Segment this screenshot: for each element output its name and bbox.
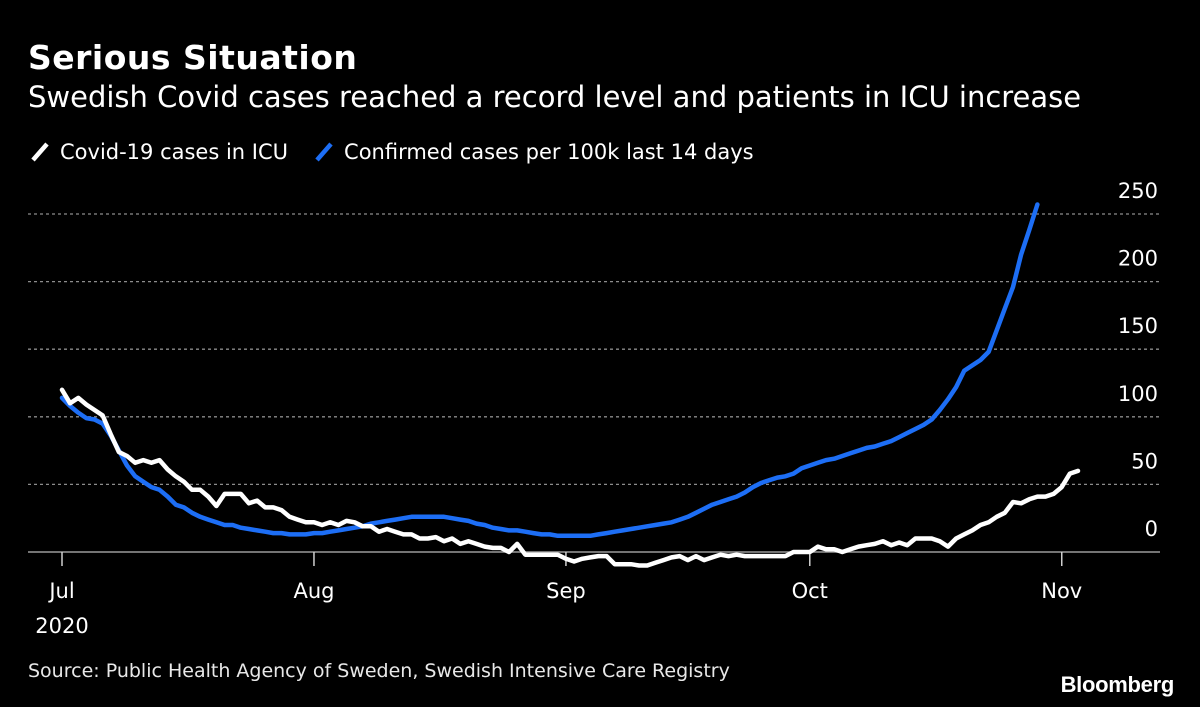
chart-title: Serious Situation	[28, 38, 358, 77]
series-line-icu	[59, 387, 1081, 568]
x-tick-label-aug: Aug	[293, 579, 334, 603]
x-tick-label-jul: Jul	[47, 579, 74, 603]
legend-swatch-cases	[314, 141, 334, 163]
y-tick-label-150: 150	[1118, 314, 1158, 338]
y-tick-label-200: 200	[1118, 247, 1158, 271]
legend-label-cases: Confirmed cases per 100k last 14 days	[344, 140, 754, 164]
legend-item-cases: Confirmed cases per 100k last 14 days	[314, 140, 754, 164]
legend-label-icu: Covid-19 cases in ICU	[60, 140, 289, 164]
x-tick-label-sep: Sep	[546, 579, 586, 603]
chart-subtitle: Swedish Covid cases reached a record lev…	[28, 80, 1082, 114]
bloomberg-logo: Bloomberg	[1060, 672, 1175, 697]
legend-item-icu: Covid-19 cases in ICU	[30, 140, 288, 164]
y-tick-label-250: 250	[1118, 179, 1158, 203]
series-line-cases	[59, 202, 1040, 539]
source-note: Source: Public Health Agency of Sweden, …	[28, 660, 730, 682]
y-tick-label-100: 100	[1118, 382, 1158, 406]
x-tick-label-nov: Nov	[1041, 579, 1082, 603]
legend: Covid-19 cases in ICU Confirmed cases pe…	[30, 140, 780, 164]
x-tick-label-oct: Oct	[792, 579, 828, 603]
legend-swatch-icu	[30, 141, 50, 163]
x-tick-sublabel-jul: 2020	[35, 614, 88, 638]
y-tick-label-50: 50	[1131, 449, 1158, 473]
y-tick-label-0: 0	[1145, 517, 1158, 541]
